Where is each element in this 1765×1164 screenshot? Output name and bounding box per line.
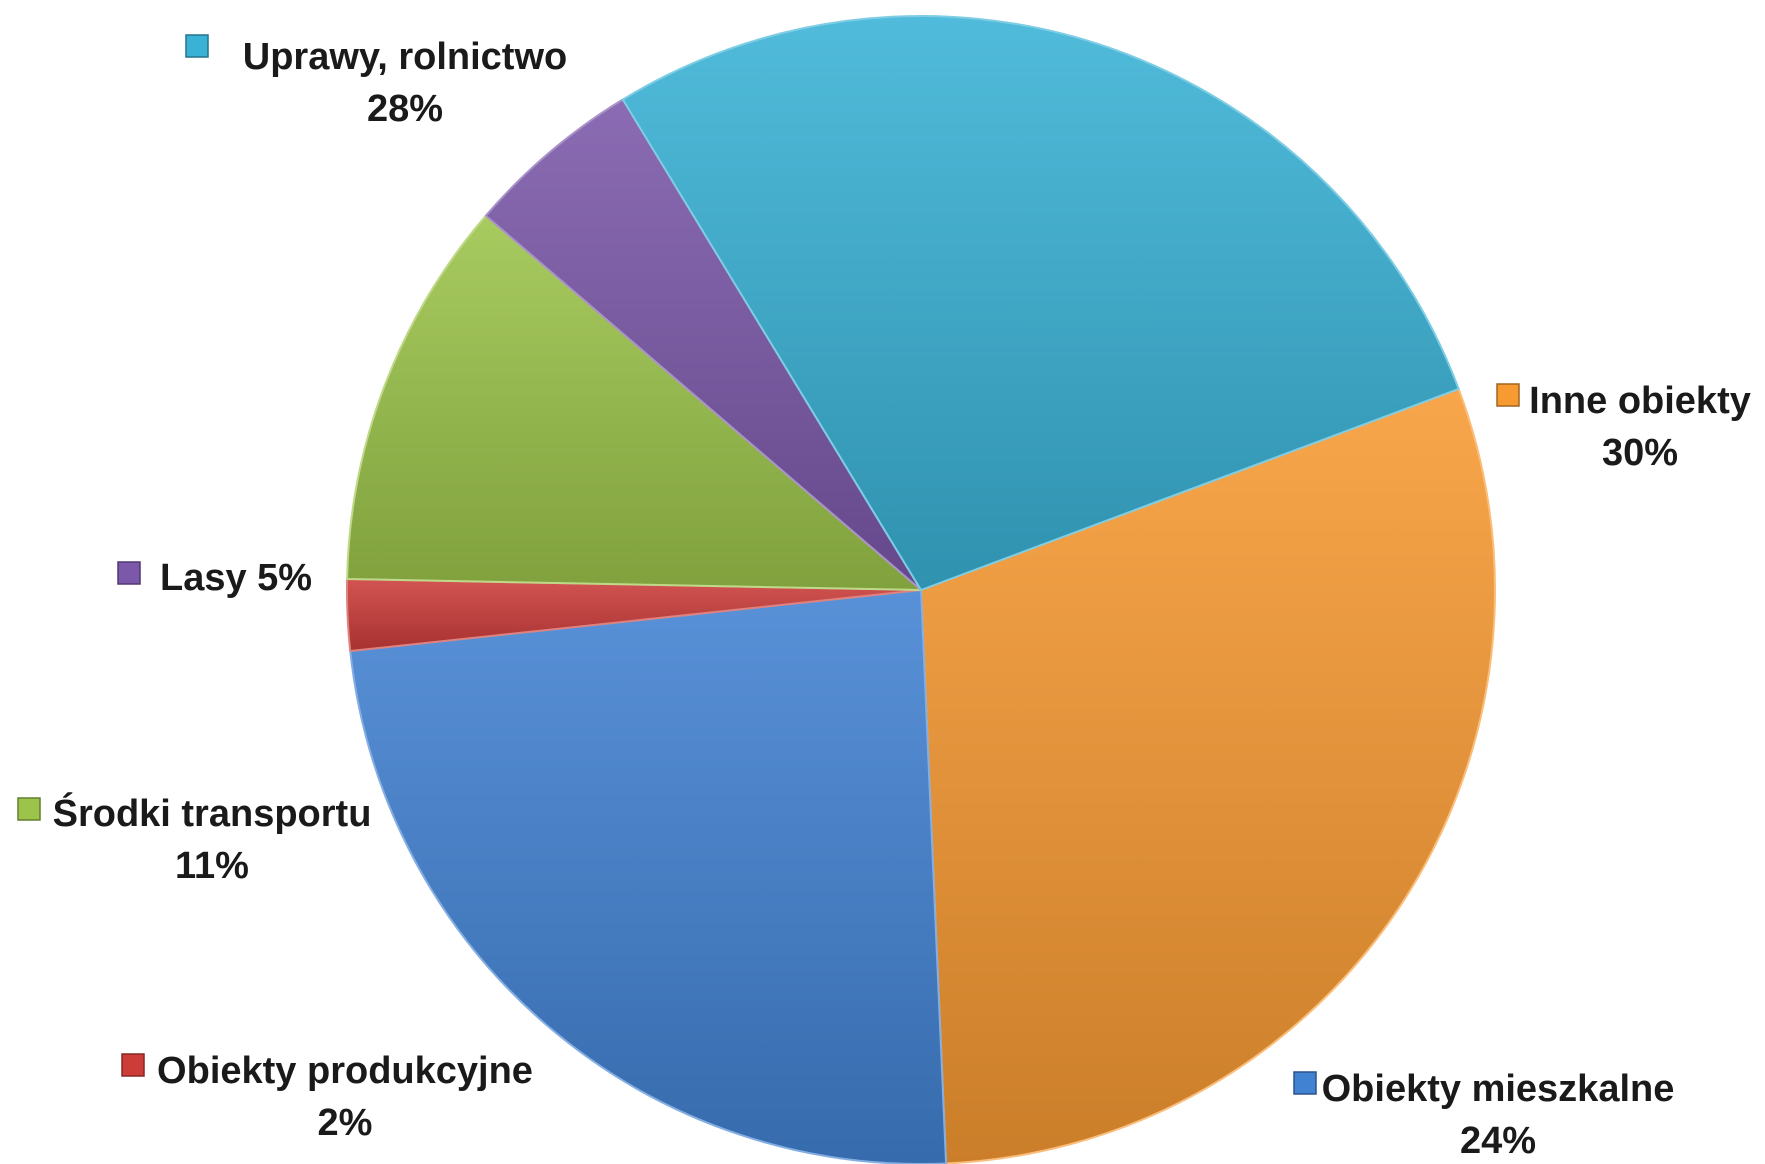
slice-label-5: Uprawy, rolnictwo bbox=[243, 36, 567, 78]
slice-labels: Inne obiekty 30% Obiekty mieszkalne 24% Obie… bbox=[17, 34, 1751, 1162]
slice-label-4: Lasy 5% bbox=[160, 557, 312, 599]
slice-percent-2: 2% bbox=[318, 1102, 373, 1144]
slice-label-3: Środki transportu bbox=[53, 791, 372, 835]
slice-percent-0: 30% bbox=[1602, 432, 1678, 474]
pie-slice-4 bbox=[484, 98, 922, 591]
slice-label-1: Obiekty mieszkalne bbox=[1322, 1068, 1675, 1110]
legend-swatch-1 bbox=[1293, 1071, 1317, 1095]
legend-swatch-0 bbox=[1496, 383, 1520, 407]
slice-percent-5: 28% bbox=[367, 88, 443, 130]
pie-slice-1 bbox=[349, 589, 948, 1164]
slice-label-2: Obiekty produkcyjne bbox=[157, 1050, 533, 1092]
legend-swatch-2 bbox=[121, 1053, 145, 1077]
slice-percent-1: 24% bbox=[1460, 1120, 1536, 1162]
pie-slice-3 bbox=[346, 214, 922, 591]
slice-label-0: Inne obiekty bbox=[1529, 380, 1751, 422]
legend-swatch-3 bbox=[17, 797, 41, 821]
pie-slice-5 bbox=[621, 15, 1460, 591]
legend-swatch-5 bbox=[185, 34, 209, 58]
pie-slices bbox=[346, 15, 1496, 1164]
pie-slice-0 bbox=[920, 387, 1496, 1164]
slice-percent-3: 11% bbox=[175, 845, 249, 887]
legend-swatch-4 bbox=[117, 561, 141, 585]
